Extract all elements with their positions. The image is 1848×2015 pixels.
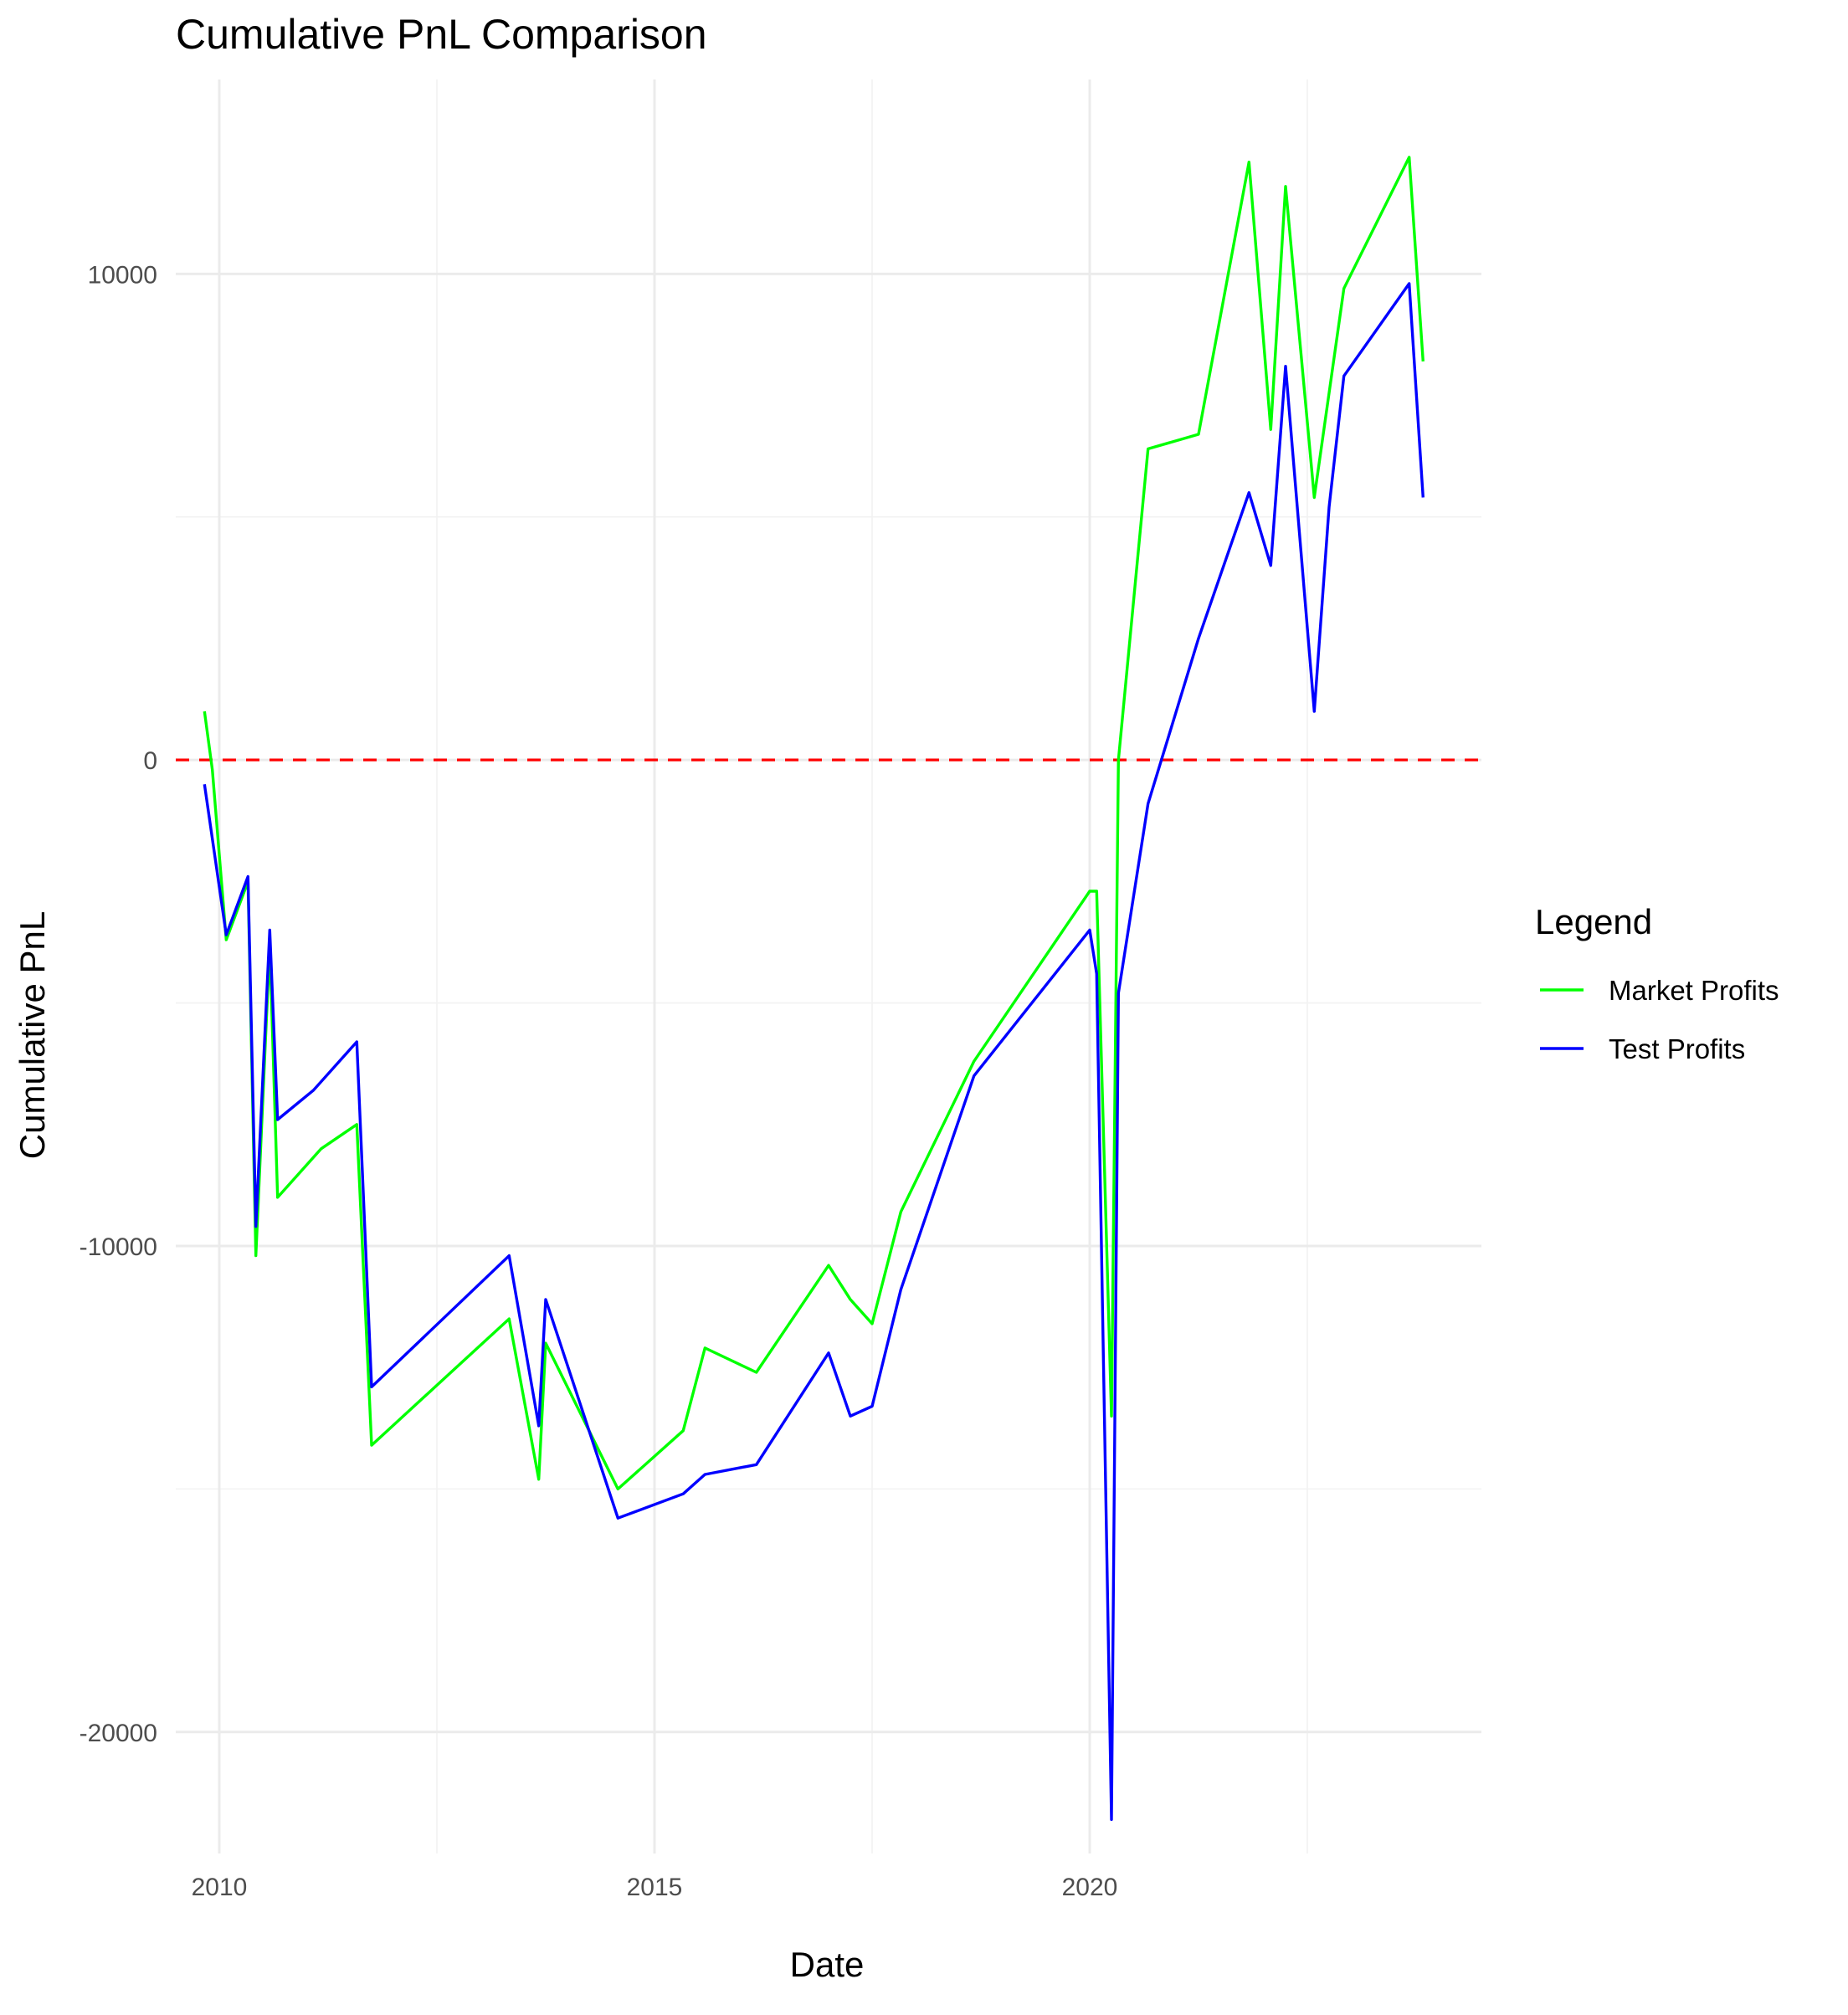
x-tick-label: 2020 xyxy=(1062,1874,1118,1901)
tick-labels: 2010 2015 2020 10000 0 -10000 -20000 xyxy=(80,261,1118,1901)
x-axis-title: Date xyxy=(790,1945,865,1984)
y-axis-title: Cumulative PnL xyxy=(13,911,52,1159)
grid-lines xyxy=(176,79,1481,1853)
y-tick-label: -10000 xyxy=(80,1233,157,1261)
y-tick-label: 0 xyxy=(143,747,157,775)
series-lines xyxy=(203,156,1424,1822)
legend-label: Market Profits xyxy=(1609,975,1779,1006)
y-tick-label: 10000 xyxy=(88,261,157,289)
legend: Legend Market Profits Test Profits xyxy=(1535,902,1779,1064)
series-line-test-profits xyxy=(203,282,1424,1822)
legend-title: Legend xyxy=(1535,902,1652,941)
chart-title: Cumulative PnL Comparison xyxy=(176,11,707,58)
x-tick-label: 2010 xyxy=(192,1874,248,1901)
series-line-market-profits xyxy=(203,156,1424,1491)
y-tick-label: -20000 xyxy=(80,1720,157,1747)
legend-label: Test Profits xyxy=(1609,1033,1745,1064)
x-tick-label: 2015 xyxy=(627,1874,683,1901)
